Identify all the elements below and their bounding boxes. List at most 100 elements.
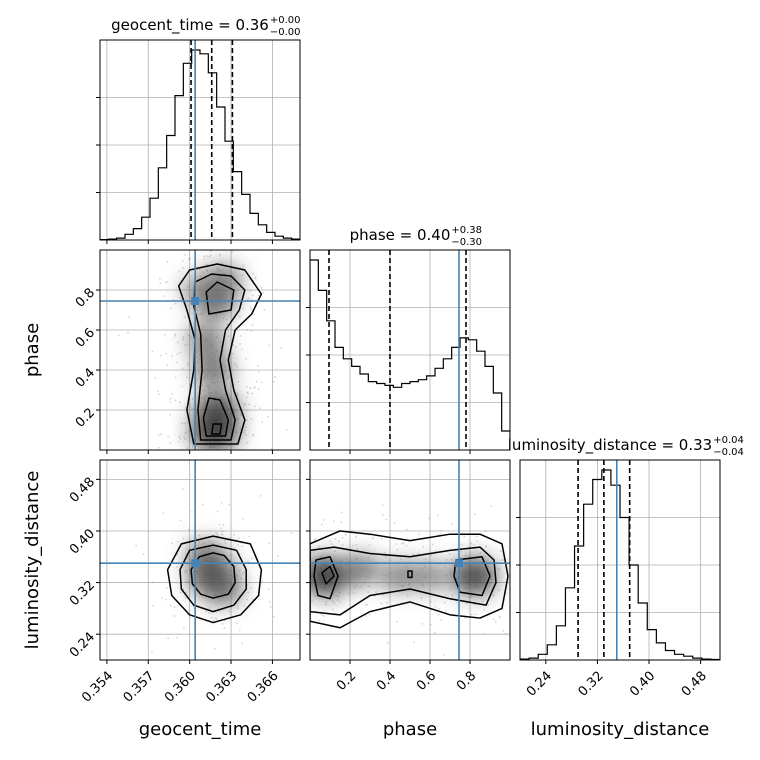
sample-dot [341,544,344,546]
sample-dot [469,545,471,547]
sample-dot [187,528,190,531]
sample-dot [251,598,254,601]
sample-dot [189,407,192,409]
sample-dot [169,604,172,607]
sample-dot [290,532,293,534]
sample-dot [176,353,179,356]
sample-dot [176,566,178,568]
y-tick-label: 0.48 [67,475,98,506]
sample-dot [238,629,241,632]
sample-dot [322,519,325,521]
sample-dot [251,324,254,327]
sample-dot [212,619,215,622]
panel-luminosity_distance-vs-phase: 0.2 0.4 0.6 0.8 [303,459,514,694]
sample-dot [237,543,239,546]
sample-dot [427,517,430,520]
sample-dot [356,547,359,550]
sample-dot [352,592,355,595]
sample-dot [318,545,321,548]
sample-dot [242,307,245,310]
sample-dot [355,543,358,546]
sample-dot [498,568,500,571]
sample-dot [188,403,191,405]
sample-dot [434,631,436,634]
sample-dot [236,392,239,395]
sample-dot [482,633,485,636]
sample-dot [209,319,212,322]
sample-dot [311,599,314,602]
sample-dot [216,534,219,536]
sample-dot [303,599,305,601]
sample-dot [230,559,232,562]
sample-dot [237,607,239,610]
title-upper-error: +0.04 [713,435,744,446]
sample-dot [181,259,184,262]
sample-dot [437,613,440,616]
title-lower-error: −0.04 [713,447,744,458]
sample-dot [468,596,471,599]
sample-dot [220,501,223,504]
density-blob [340,553,380,587]
sample-dot [251,434,254,437]
title-geocent_time: geocent_time = 0.36 +0.00−0.00 [111,15,300,38]
panel-frame [99,459,301,661]
sample-dot [181,422,184,425]
sample-dot [162,512,165,515]
sample-dot [512,585,514,587]
sample-dot [439,529,442,532]
sample-dot [386,601,388,604]
sample-dot [237,452,239,454]
density-contour [190,552,236,599]
sample-dot [272,615,275,618]
sample-dot [257,294,260,297]
sample-dot [209,606,212,609]
sample-dot [242,517,245,520]
sample-dot [191,397,194,400]
sample-dot [246,298,249,301]
histogram-geocent_time [100,49,300,240]
sample-dot [165,586,168,589]
panel-frame [519,459,721,661]
sample-dot [245,442,248,444]
sample-dot [443,601,446,604]
sample-dot [274,375,277,378]
x-tick-label: 0.363 [203,669,240,706]
sample-dot [198,268,201,271]
y-tick-label: 0.32 [67,578,98,609]
panel-frame [309,459,511,661]
sample-dot [484,546,487,548]
sample-dot [191,312,194,315]
truth-marker [191,297,200,305]
sample-dot [184,406,187,409]
sample-dot [174,302,177,305]
sample-dot [196,241,198,243]
sample-dot [383,551,386,554]
sample-dot [163,333,166,336]
sample-dot [359,586,362,589]
sample-dot [320,661,322,663]
sample-dot [159,433,162,436]
sample-dot [470,542,473,545]
sample-dot [184,432,187,435]
sample-dot [161,597,163,599]
sample-dot [431,543,434,546]
title-lower-error: −0.00 [270,27,301,38]
histogram-luminosity_distance [520,469,720,660]
sample-dot [245,419,248,422]
panel-content [100,40,300,240]
sample-dot [185,376,188,379]
sample-dot [128,316,131,318]
sample-dot [182,537,185,540]
sample-dot [418,533,421,536]
sample-dot [229,536,232,539]
sample-dot [242,264,245,267]
sample-dot [476,540,479,542]
sample-dot [246,391,249,394]
sample-dot [285,428,288,431]
sample-dot [245,357,248,360]
sample-dot [412,553,415,556]
sample-dot [437,608,440,610]
sample-dot [183,626,185,629]
sample-dot [187,362,190,365]
truth-marker [191,559,200,568]
